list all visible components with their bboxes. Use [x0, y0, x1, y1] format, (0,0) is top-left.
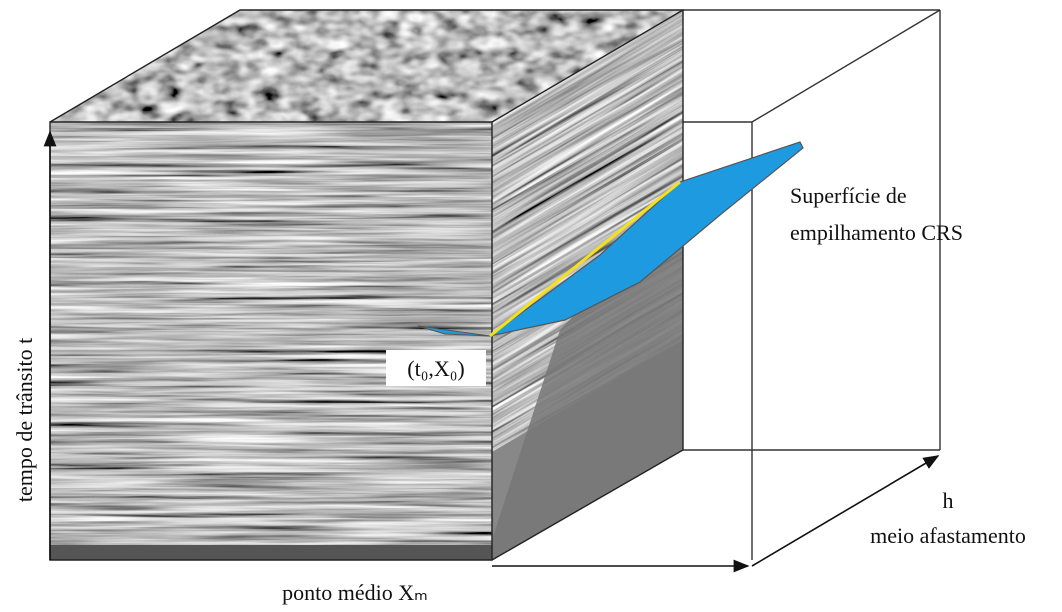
point-label: (t₀,X₀): [407, 356, 465, 381]
offset-symbol: h: [943, 488, 954, 513]
axes: [43, 130, 940, 573]
surface-label: Superfície de: [790, 183, 907, 208]
midpoint-axis-label: ponto médio Xₘ: [282, 580, 428, 605]
point-label-bg: [386, 350, 486, 386]
surface-label: empilhamento CRS: [790, 220, 963, 245]
cube-front: [50, 122, 492, 560]
offset-axis-label: meio afastamento: [870, 523, 1026, 548]
crs-surface: [417, 141, 804, 338]
time-axis-label: tempo de trânsito t: [12, 338, 37, 502]
